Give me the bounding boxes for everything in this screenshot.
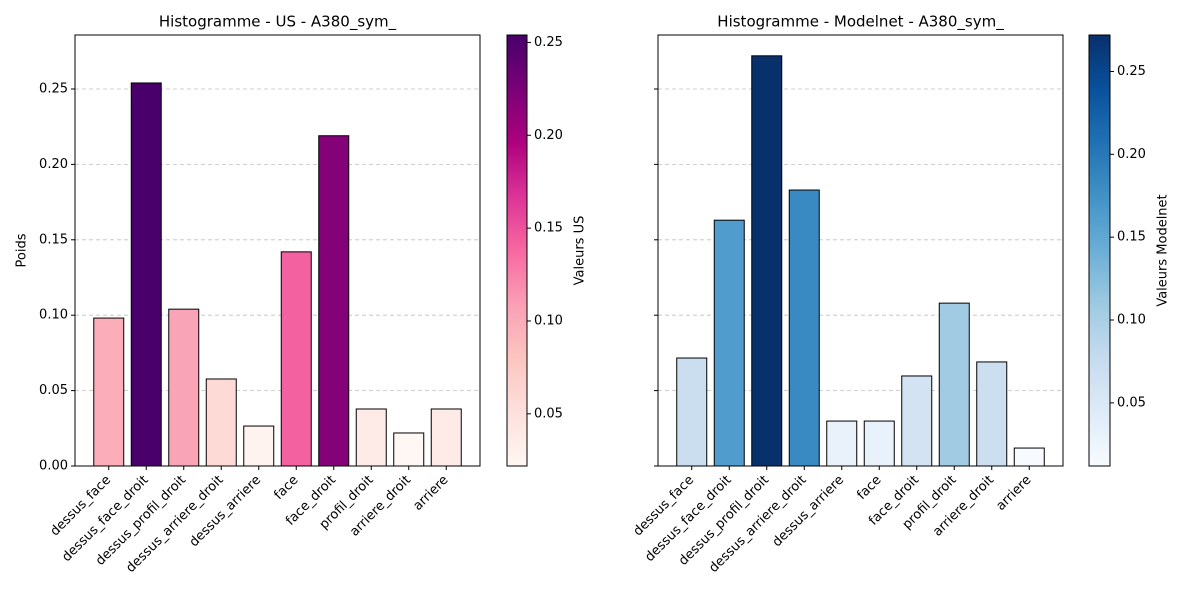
bar [826, 420, 858, 467]
bar [280, 251, 312, 467]
bar [676, 357, 708, 467]
y-tick-label: 0.05 [39, 383, 68, 398]
axes-frame [74, 34, 481, 467]
bar [751, 55, 783, 467]
y-axis-label: Poids [15, 233, 30, 267]
colorbar-tick-label: 0.05 [1117, 395, 1146, 410]
chart-title: Histogramme - Modelnet - A380_sym_ [717, 13, 1004, 32]
bar [318, 135, 350, 467]
colorbar-tick-label: 0.20 [1117, 147, 1146, 162]
y-tick-label: 0.00 [39, 459, 68, 474]
y-tick-label: 0.20 [39, 157, 68, 172]
bar [938, 302, 970, 467]
bar [393, 432, 425, 467]
colorbar-tick-label: 0.10 [534, 313, 563, 328]
colorbar-label: Valeurs Modelnet [1156, 194, 1171, 306]
x-tick-label: face [854, 473, 884, 503]
x-tick-label: face [271, 473, 301, 503]
y-tick-label: 0.15 [39, 232, 68, 247]
y-tick-label: 0.25 [39, 81, 68, 96]
colorbar-label: Valeurs US [573, 216, 588, 286]
bar [713, 219, 745, 467]
colorbar [506, 34, 528, 467]
x-tick-label: arriere [410, 473, 451, 514]
colorbar-tick-label: 0.15 [534, 221, 563, 236]
axes-frame [657, 34, 1064, 467]
bar [788, 189, 820, 467]
colorbar-tick-label: 0.15 [1117, 230, 1146, 245]
colorbar-tick-label: 0.20 [534, 128, 563, 143]
chart-title: Histogramme - US - A380_sym_ [159, 13, 397, 32]
bar [243, 425, 275, 467]
bar [901, 375, 933, 467]
bar [976, 361, 1008, 467]
colorbar-tick-label: 0.10 [1117, 313, 1146, 328]
bar [205, 378, 237, 467]
bar [430, 408, 462, 467]
bar [1013, 447, 1045, 467]
colorbar [1088, 34, 1111, 467]
bar [130, 82, 162, 467]
bar [355, 408, 387, 467]
y-tick-label: 0.10 [39, 308, 68, 323]
colorbar-tick-label: 0.25 [1117, 64, 1146, 79]
bar [168, 308, 200, 467]
colorbar-tick-label: 0.25 [534, 35, 563, 50]
colorbar-tick-label: 0.05 [534, 406, 563, 421]
x-tick-label: arriere [993, 473, 1034, 514]
bar [863, 420, 895, 467]
bar [93, 317, 125, 467]
